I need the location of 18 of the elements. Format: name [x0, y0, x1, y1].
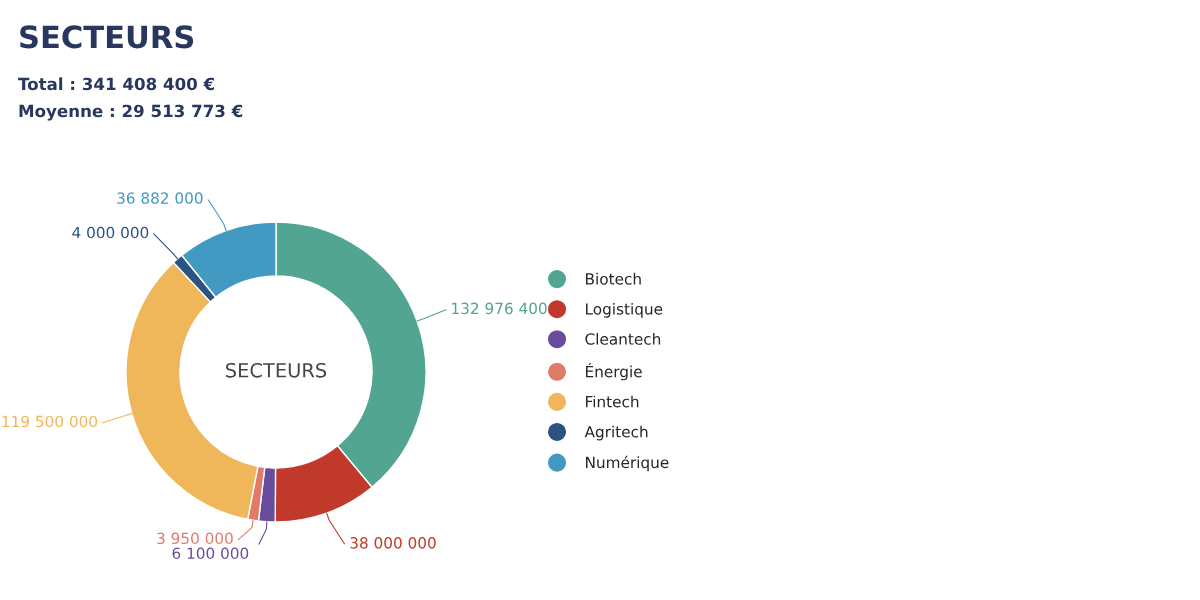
- legend-label: Logistique: [586, 302, 663, 318]
- chart-title: SECTEURS: [20, 25, 194, 49]
- legend-label: Agritech: [584, 425, 648, 441]
- data-label: 4 000 000: [72, 226, 149, 239]
- legend-label: Numérique: [586, 455, 669, 472]
- legend-label: Biotech: [586, 272, 641, 285]
- legend-label: Énergie: [586, 363, 642, 381]
- text: Moyenne : 29 513 773 €: [19, 104, 243, 121]
- text: Total : 341 408 400 €: [18, 77, 215, 91]
- data-label: 36 882 000: [117, 192, 203, 204]
- legend-label: Fintech: [586, 395, 639, 408]
- data-label: 132 976 400: [452, 302, 547, 315]
- text: SECTEURS: [226, 362, 327, 378]
- data-label: 3 950 000: [157, 532, 233, 545]
- legend-label: Cleantech: [585, 332, 661, 345]
- data-label: 119 500 000: [2, 415, 98, 428]
- data-label: 6 100 000: [172, 547, 249, 560]
- data-label: 38 000 000: [350, 537, 436, 549]
